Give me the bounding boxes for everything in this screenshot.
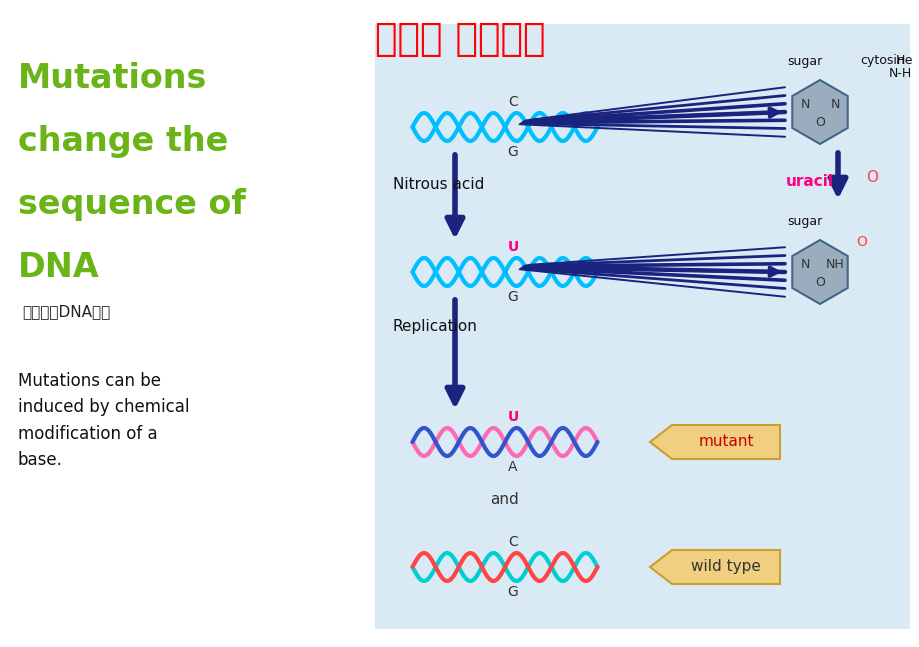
Text: U: U	[506, 410, 518, 424]
FancyBboxPatch shape	[375, 24, 909, 629]
Text: C: C	[507, 95, 517, 109]
Text: G: G	[507, 145, 517, 159]
Polygon shape	[650, 550, 779, 584]
Text: N: N	[830, 98, 839, 111]
Polygon shape	[791, 80, 846, 144]
Text: sugar: sugar	[787, 215, 822, 228]
Text: G: G	[507, 290, 517, 304]
Text: O: O	[814, 116, 824, 129]
Text: sequence of: sequence of	[18, 188, 245, 221]
Text: G: G	[507, 585, 517, 599]
Polygon shape	[791, 240, 846, 304]
Text: change the: change the	[18, 125, 228, 158]
Text: mutant: mutant	[698, 435, 753, 450]
Text: uracil: uracil	[785, 175, 834, 190]
Text: H: H	[894, 54, 903, 67]
Text: N: N	[800, 259, 809, 272]
Text: cytosine: cytosine	[859, 54, 912, 67]
Text: NH: NH	[824, 259, 844, 272]
Text: Mutations can be
induced by chemical
modification of a
base.: Mutations can be induced by chemical mod…	[18, 372, 189, 469]
Text: sugar: sugar	[787, 55, 822, 68]
Text: and: and	[490, 492, 519, 507]
Text: 突变改变DNA顺序: 突变改变DNA顺序	[22, 304, 110, 319]
Text: C: C	[507, 535, 517, 549]
Text: U: U	[506, 240, 518, 254]
Text: O: O	[814, 276, 824, 289]
Text: wild type: wild type	[690, 560, 760, 575]
Text: Mutations: Mutations	[18, 62, 207, 95]
Text: O: O	[865, 170, 877, 184]
Text: Nitrous acid: Nitrous acid	[392, 177, 483, 192]
Text: DNA: DNA	[18, 251, 99, 284]
Text: N-H: N-H	[888, 67, 911, 80]
Polygon shape	[650, 425, 779, 459]
Text: Replication: Replication	[392, 320, 477, 334]
Text: A: A	[507, 460, 517, 474]
Text: N: N	[800, 98, 809, 111]
Text: O: O	[856, 235, 867, 249]
Text: 第一节 基因突变: 第一节 基因突变	[374, 22, 545, 58]
